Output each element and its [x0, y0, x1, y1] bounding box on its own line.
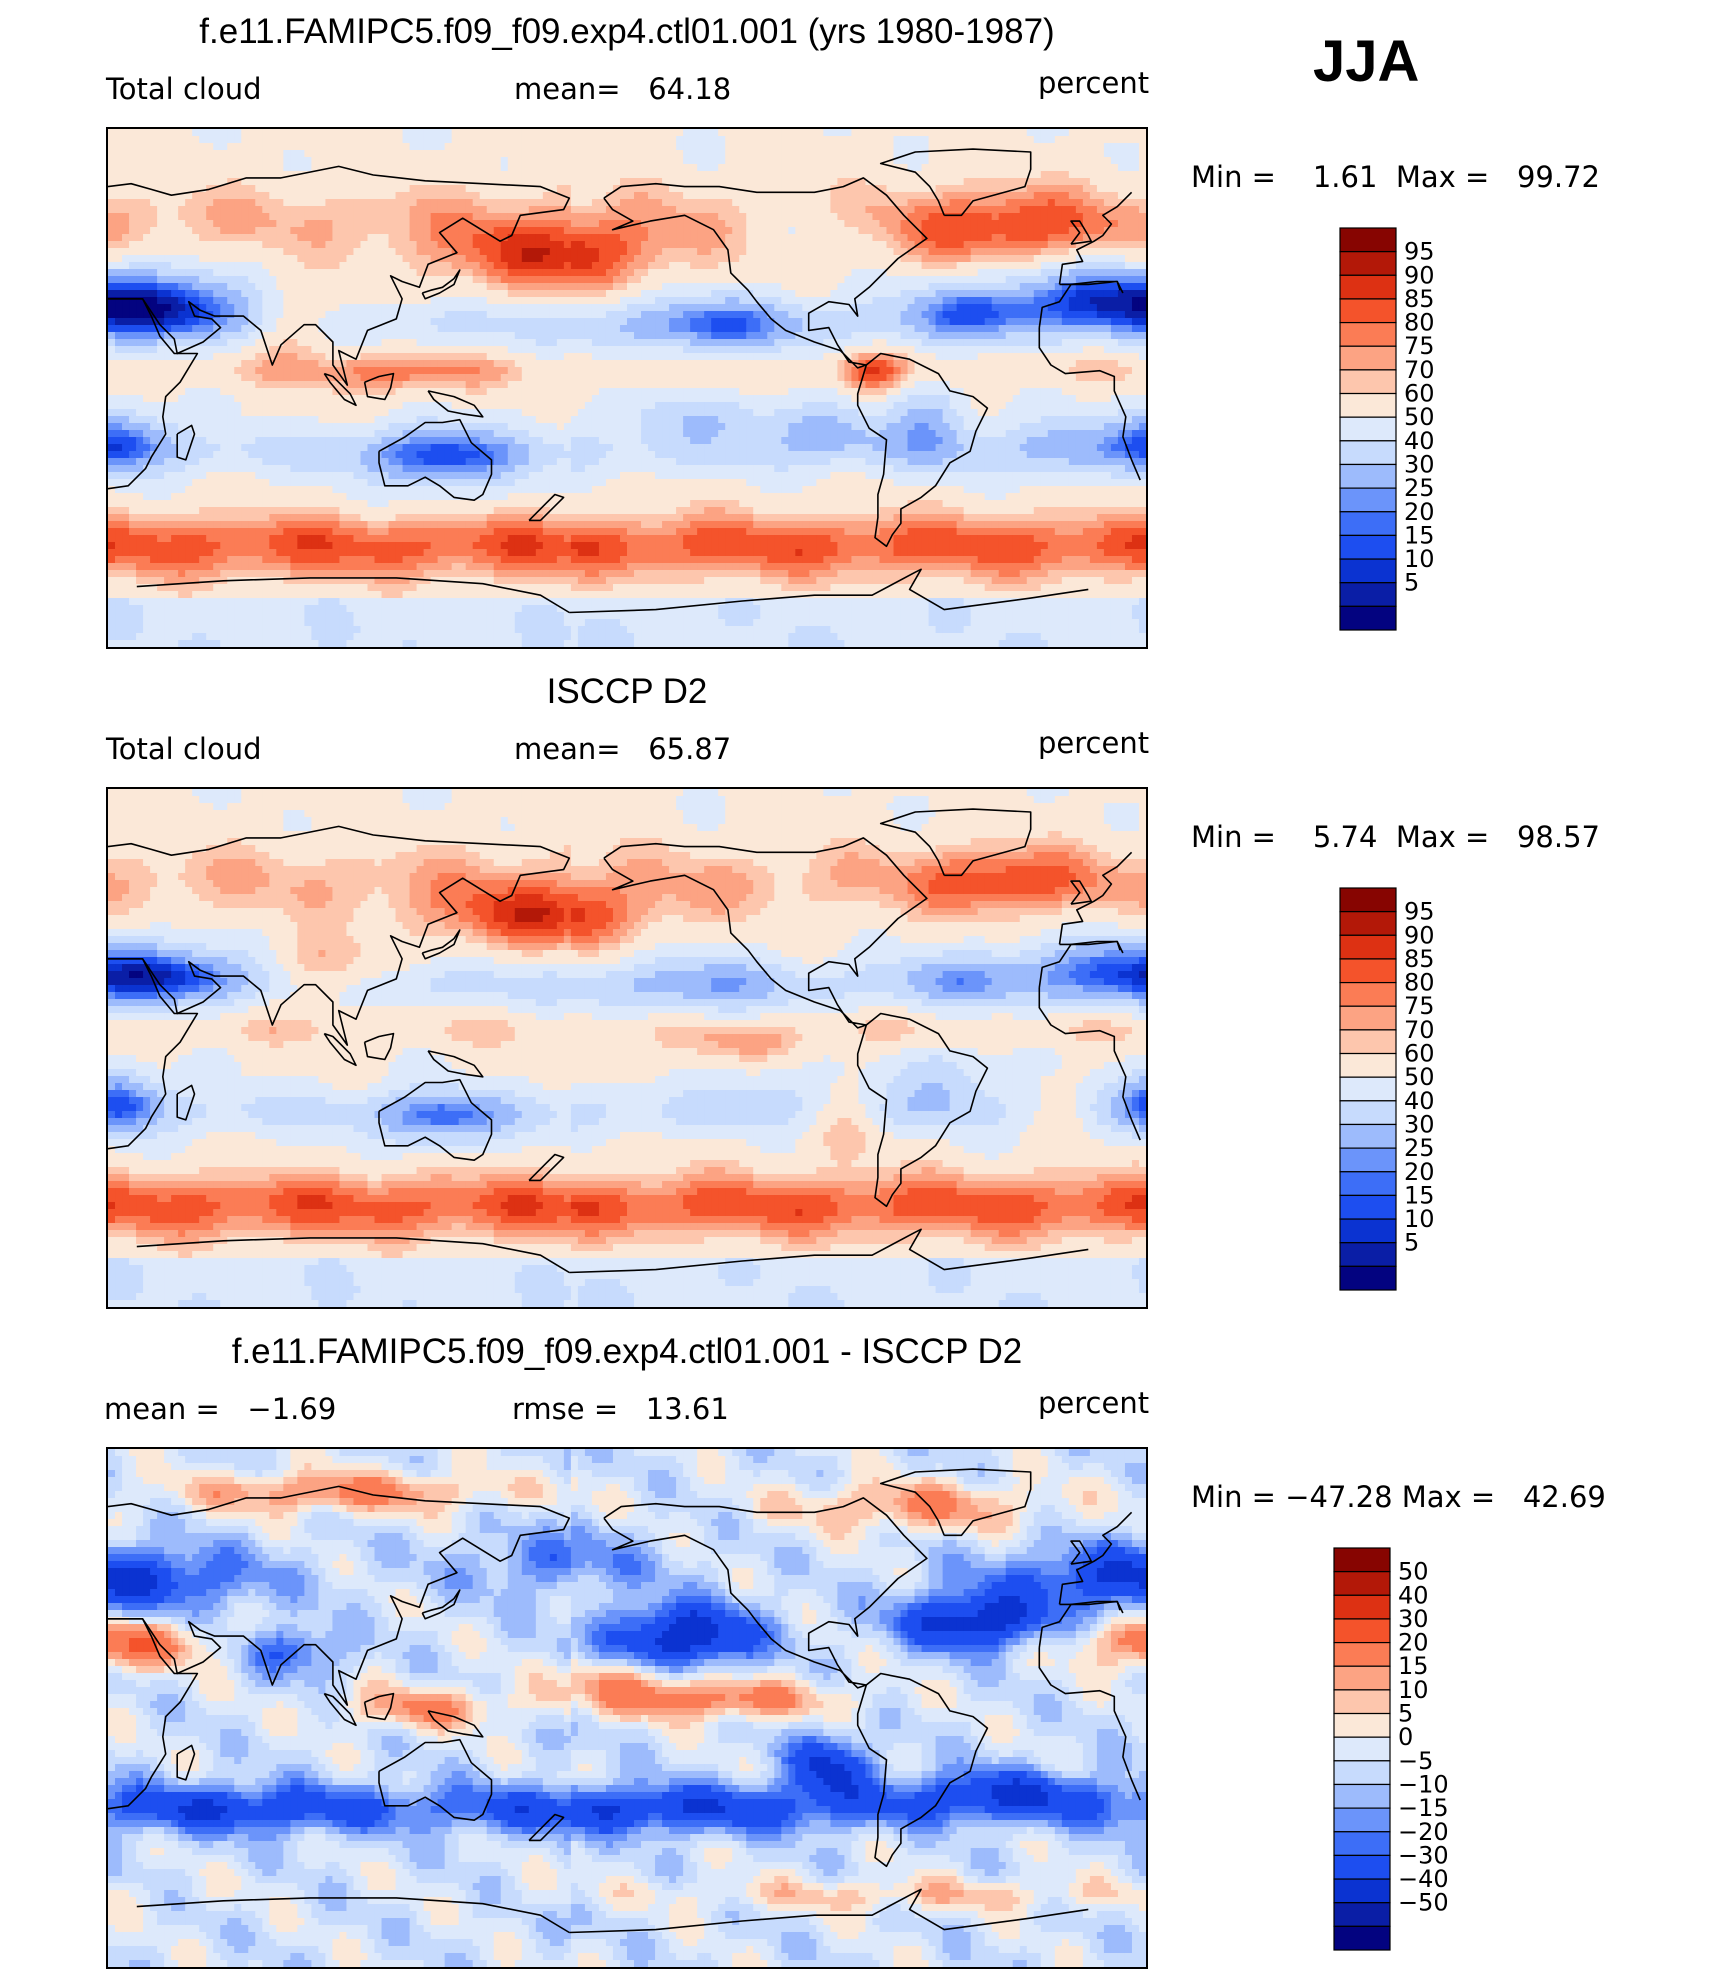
colorbar-swatch [1334, 1832, 1390, 1856]
colorbar-swatch [1334, 1784, 1390, 1808]
mean-label: mean = −1.69 [104, 1392, 336, 1426]
colorbar-swatch [1334, 1879, 1390, 1903]
units-label: percent [1038, 726, 1149, 760]
colorbar-level-label: 5 [1404, 569, 1419, 597]
colorbar-swatch [1334, 1643, 1390, 1667]
colorbar-swatch [1340, 488, 1396, 512]
colorbar-swatch [1334, 1690, 1390, 1714]
mean-label: mean= 64.18 [514, 72, 731, 106]
map-model-total-cloud [106, 127, 1148, 649]
colorbar-swatch [1340, 1054, 1396, 1078]
colorbar-swatch [1334, 1926, 1390, 1950]
contour-map [108, 129, 1146, 647]
colorbar-swatch [1340, 394, 1396, 418]
contour-map [108, 1449, 1146, 1967]
mean-label: mean= 65.87 [514, 732, 731, 766]
colorbar-swatch [1340, 441, 1396, 465]
colorbar-swatch [1340, 1148, 1396, 1172]
colorbar-swatch [1340, 323, 1396, 347]
colorbar-swatch [1334, 1903, 1390, 1927]
colorbar-swatch [1334, 1855, 1390, 1879]
colorbar-swatch [1334, 1808, 1390, 1832]
colorbar-swatch [1334, 1572, 1390, 1596]
colorbar-swatch [1340, 346, 1396, 370]
colorbar-swatch [1340, 935, 1396, 959]
panel-title: f.e11.FAMIPC5.f09_f09.exp4.ctl01.001 (yr… [0, 12, 1254, 52]
colorbar-swatch [1340, 275, 1396, 299]
colorbar-swatch [1340, 299, 1396, 323]
colorbar-swatch [1340, 464, 1396, 488]
colorbar-swatch [1340, 559, 1396, 583]
colorbar-swatch [1340, 888, 1396, 912]
colorbar-swatch [1340, 1077, 1396, 1101]
colorbar-swatch [1334, 1666, 1390, 1690]
colorbar-swatch [1340, 1030, 1396, 1054]
colorbar-swatch [1334, 1761, 1390, 1785]
field-label: Total cloud [106, 732, 261, 766]
season-label: JJA [1313, 28, 1419, 95]
colorbar-swatch [1340, 370, 1396, 394]
colorbar-swatch [1340, 583, 1396, 607]
colorbar-swatch [1340, 959, 1396, 983]
panel-title: ISCCP D2 [0, 672, 1254, 712]
colorbar-swatch [1340, 228, 1396, 252]
min-max-label: Min = 5.74 Max = 98.57 [1191, 820, 1600, 854]
colorbar-level-label: 5 [1404, 1229, 1419, 1257]
colorbar-swatch [1340, 606, 1396, 630]
colorbar-swatch [1340, 983, 1396, 1007]
colorbar-level-label: −50 [1398, 1889, 1449, 1917]
colorbar-swatch [1340, 512, 1396, 536]
rmse-label: rmse = 13.61 [512, 1392, 729, 1426]
colorbar-swatch [1334, 1714, 1390, 1738]
map-isccp-total-cloud [106, 787, 1148, 1309]
colorbar-swatch [1334, 1737, 1390, 1761]
units-label: percent [1038, 66, 1149, 100]
contour-map [108, 789, 1146, 1307]
colorbar-swatch [1340, 1219, 1396, 1243]
colorbar-swatch [1340, 912, 1396, 936]
colorbar-swatch [1334, 1595, 1390, 1619]
colorbar-swatch [1334, 1548, 1390, 1572]
colorbar-swatch [1340, 1124, 1396, 1148]
field-label: Total cloud [106, 72, 261, 106]
panel-title: f.e11.FAMIPC5.f09_f09.exp4.ctl01.001 - I… [0, 1332, 1254, 1372]
colorbar-swatch [1340, 417, 1396, 441]
colorbar-swatch [1340, 1195, 1396, 1219]
colorbar-swatch [1340, 535, 1396, 559]
colorbar-swatch [1340, 252, 1396, 276]
min-max-label: Min = −47.28 Max = 42.69 [1191, 1480, 1606, 1514]
min-max-label: Min = 1.61 Max = 99.72 [1191, 160, 1600, 194]
colorbar-swatch [1340, 1101, 1396, 1125]
colorbar-swatch [1334, 1619, 1390, 1643]
colorbar-swatch [1340, 1266, 1396, 1290]
map-difference [106, 1447, 1148, 1969]
colorbar-swatch [1340, 1006, 1396, 1030]
colorbar-swatch [1340, 1243, 1396, 1267]
colorbar-swatch [1340, 1172, 1396, 1196]
units-label: percent [1038, 1386, 1149, 1420]
